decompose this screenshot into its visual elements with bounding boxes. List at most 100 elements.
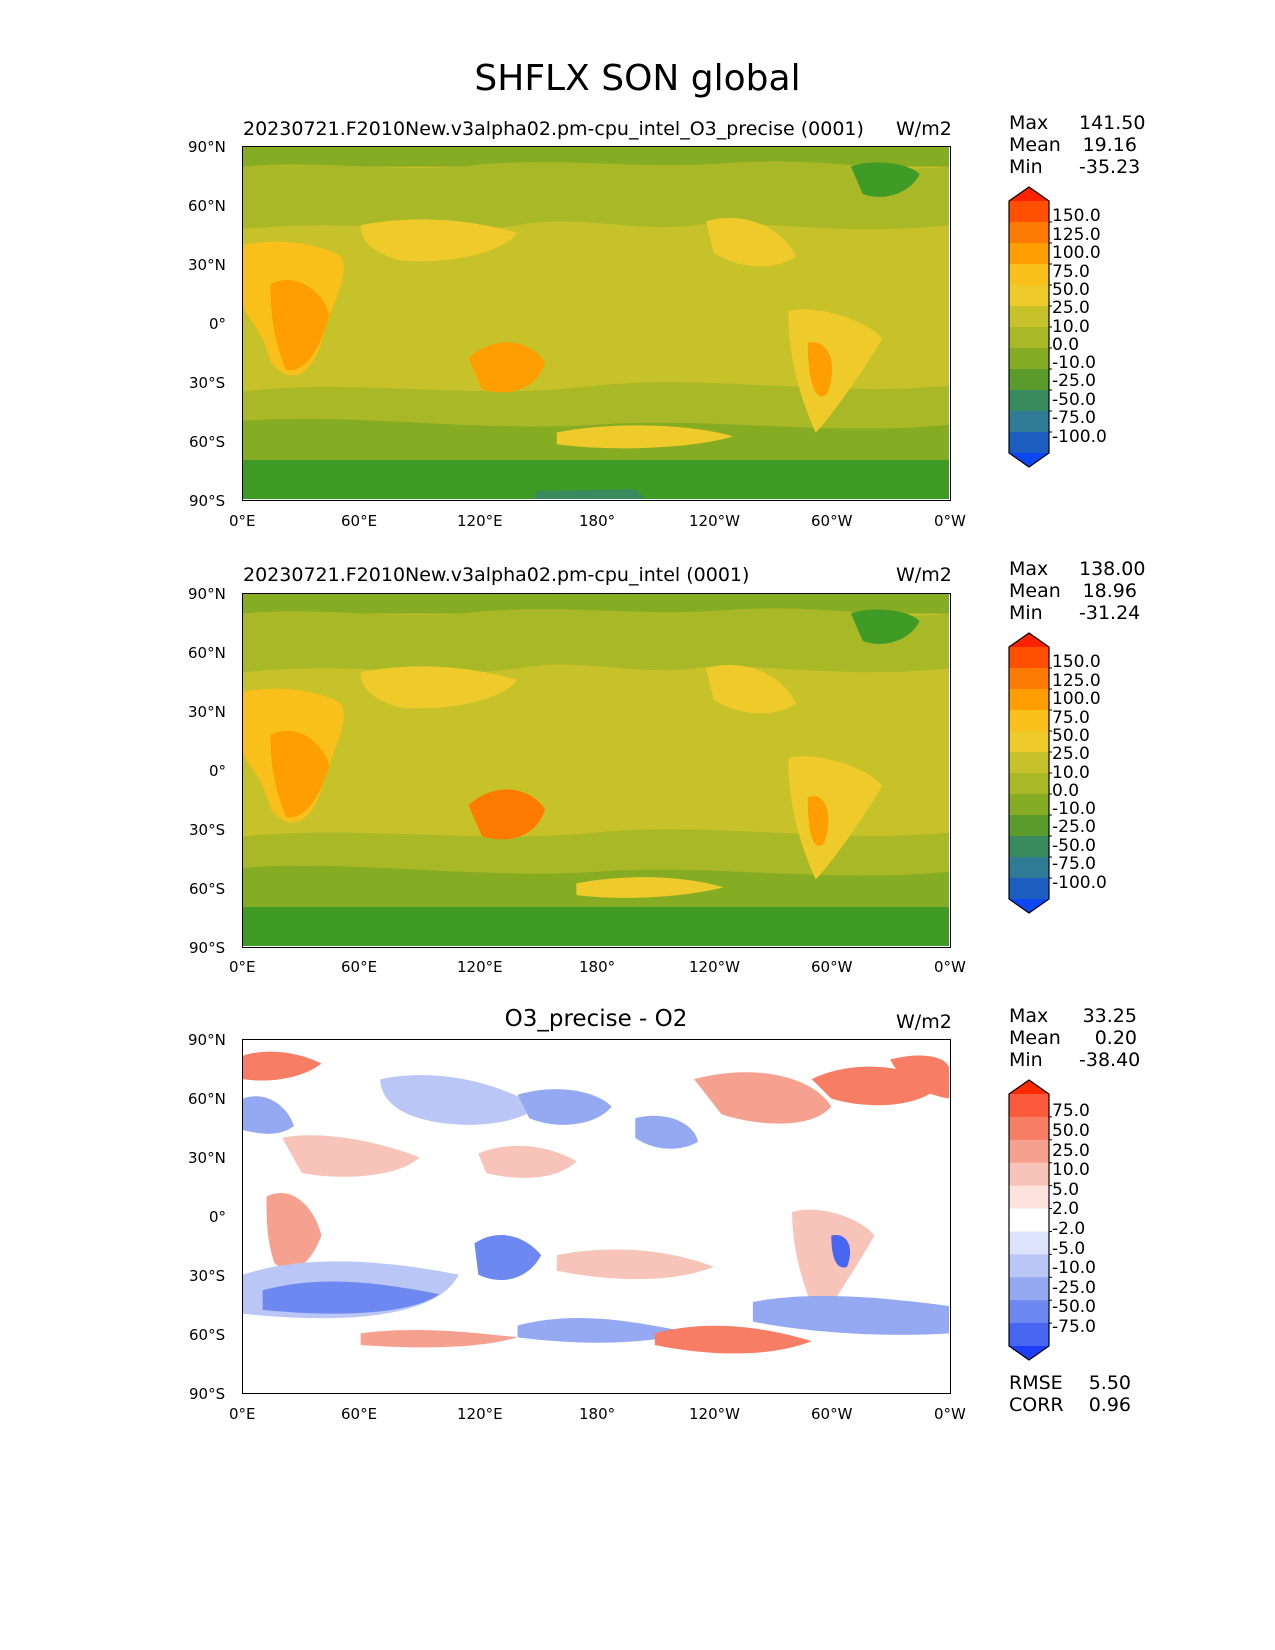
panel-3-lat-tick: 0° — [209, 1208, 227, 1226]
panel-1-lon-tick: 60°W — [811, 512, 853, 530]
panel-1-stat-min: Min -35.23 — [1009, 156, 1141, 178]
panel-2-stat-mean: Mean 18.96 — [1009, 580, 1137, 602]
panel-1-stat-mean: Mean 19.16 — [1009, 134, 1137, 156]
panel-3-units: W/m2 — [896, 1011, 952, 1033]
colorbar-swatch — [1009, 731, 1049, 753]
colorbar-swatch — [1009, 243, 1049, 265]
panel-3-lat-tick: 60°S — [189, 1326, 226, 1344]
panel-2-lat-tick: 60°S — [189, 880, 226, 898]
panel-1-colorbar — [1008, 186, 1052, 468]
panel-3-stats: Max 33.25 Mean 0.20 Min -38.40 — [1009, 1005, 1140, 1071]
panel-2-lon-tick: 0°W — [934, 958, 966, 976]
panel-2-colorbar-label: 100.0 — [1052, 689, 1101, 709]
colorbar-extend-min — [1009, 1346, 1049, 1360]
panel-3-colorbar-label: -25.0 — [1052, 1278, 1096, 1298]
panel-1-colorbar-label: 10.0 — [1052, 317, 1090, 337]
colorbar-swatch — [1009, 1300, 1049, 1324]
panel-1-colorbar-label: -75.0 — [1052, 408, 1096, 428]
colorbar-swatch — [1009, 752, 1049, 774]
panel-1-title: 20230721.F2010New.v3alpha02.pm-cpu_intel… — [243, 118, 864, 140]
panel-2-map — [242, 593, 951, 948]
panel-1-colorbar-label: 50.0 — [1052, 280, 1090, 300]
panel-2-colorbar-label: -50.0 — [1052, 836, 1096, 856]
panel-3-lat-tick: 30°S — [189, 1267, 226, 1285]
panel-3-colorbar-label: 10.0 — [1052, 1160, 1090, 1180]
panel-2-colorbar-label: 125.0 — [1052, 671, 1101, 691]
colorbar-swatch — [1009, 689, 1049, 711]
panel-1-lat-tick: 60°S — [189, 433, 226, 451]
panel-2-colorbar-label: -25.0 — [1052, 817, 1096, 837]
panel-3-colorbar-label: -2.0 — [1052, 1219, 1086, 1239]
colorbar-swatch — [1009, 1208, 1049, 1232]
panel-3-lon-tick: 120°W — [689, 1405, 740, 1423]
panel-2-colorbar-label: 50.0 — [1052, 726, 1090, 746]
panel-3-stat-mean: Mean 0.20 — [1009, 1027, 1137, 1049]
panel-1-lat-tick: 60°N — [188, 197, 226, 215]
panel-3-lon-tick: 0°E — [229, 1405, 256, 1423]
colorbar-swatch — [1009, 815, 1049, 837]
panel-1-map-field — [243, 147, 949, 499]
colorbar-swatch — [1009, 390, 1049, 412]
panel-3-lat-tick: 90°N — [188, 1031, 226, 1049]
panel-3-colorbar-label: 75.0 — [1052, 1101, 1090, 1121]
panel-2-colorbar-label: -100.0 — [1052, 873, 1107, 893]
panel-2-lon-tick: 180° — [579, 958, 616, 976]
panel-2-lon-tick: 0°E — [229, 958, 256, 976]
panel-3-stat-max: Max 33.25 — [1009, 1005, 1137, 1027]
colorbar-swatch — [1009, 836, 1049, 858]
panel-2-lon-tick: 60°E — [341, 958, 378, 976]
panel-1-colorbar-label: -10.0 — [1052, 353, 1096, 373]
panel-1-lon-tick: 60°E — [341, 512, 378, 530]
panel-3-colorbar — [1008, 1079, 1052, 1361]
panel-3-stat-corr: CORR 0.96 — [1009, 1394, 1131, 1416]
panel-1-lat-tick: 30°N — [188, 256, 226, 274]
panel-3-colorbar-label: 5.0 — [1052, 1180, 1080, 1200]
panel-3-colorbar-label: -10.0 — [1052, 1258, 1096, 1278]
panel-2-map-field — [243, 594, 949, 946]
panel-2-lon-tick: 120°E — [457, 958, 503, 976]
colorbar-swatch — [1009, 1277, 1049, 1301]
panel-2-lat-tick: 30°S — [189, 821, 226, 839]
panel-1-lon-tick: 120°E — [457, 512, 503, 530]
panel-1-lat-tick: 90°N — [188, 138, 226, 156]
colorbar-swatch — [1009, 306, 1049, 328]
colorbar-extend-min — [1009, 453, 1049, 467]
colorbar-swatch — [1009, 1185, 1049, 1210]
panel-3-map — [242, 1039, 951, 1394]
panel-1-colorbar-label: 25.0 — [1052, 298, 1090, 318]
panel-2-stat-max: Max 138.00 — [1009, 558, 1146, 580]
colorbar-swatch — [1009, 264, 1049, 286]
panel-2-lon-tick: 60°W — [811, 958, 853, 976]
panel-2-lat-tick: 90°N — [188, 585, 226, 603]
panel-3-lon-tick: 120°E — [457, 1405, 503, 1423]
colorbar-swatch — [1009, 773, 1049, 795]
panel-2-colorbar-labels: 150.0 125.0 100.0 75.0 50.0 25.0 10.0 0.… — [1052, 632, 1122, 914]
panel-1-colorbar-label: 0.0 — [1052, 335, 1080, 355]
panel-3-colorbar-label: -5.0 — [1052, 1239, 1086, 1259]
panel-3-lon-tick: 60°E — [341, 1405, 378, 1423]
colorbar-swatch — [1009, 327, 1049, 349]
colorbar-swatch — [1009, 647, 1049, 669]
panel-2-lat-tick: 30°N — [188, 703, 226, 721]
panel-1-lon-tick: 120°W — [689, 512, 740, 530]
panel-3-colorbar-label: 50.0 — [1052, 1121, 1090, 1141]
colorbar-swatch — [1009, 1094, 1049, 1118]
panel-1-colorbar-label: -100.0 — [1052, 427, 1107, 447]
panel-2-colorbar — [1008, 632, 1052, 914]
colorbar-swatch — [1009, 1323, 1049, 1347]
panel-1-colorbar-labels: 150.0 125.0 100.0 75.0 50.0 25.0 10.0 0.… — [1052, 186, 1122, 468]
panel-3-lat-tick: 30°N — [188, 1149, 226, 1167]
colorbar-swatch — [1009, 878, 1049, 900]
panel-3-colorbar-label: -75.0 — [1052, 1317, 1096, 1337]
colorbar-swatch — [1009, 411, 1049, 433]
panel-3-title: O3_precise - O2 — [504, 1006, 688, 1032]
panel-3-map-field — [243, 1040, 949, 1392]
panel-3-colorbar-label: 25.0 — [1052, 1141, 1090, 1161]
panel-2-colorbar-label: 0.0 — [1052, 781, 1080, 801]
panel-3-lat-tick: 60°N — [188, 1090, 226, 1108]
panel-3-lon-tick: 180° — [579, 1405, 616, 1423]
panel-1-lat-tick: 90°S — [189, 492, 226, 510]
colorbar-outline — [1008, 186, 1050, 468]
panel-3-extra-stats: RMSE 5.50 CORR 0.96 — [1009, 1372, 1131, 1416]
panel-1-colorbar-label: 125.0 — [1052, 225, 1101, 245]
